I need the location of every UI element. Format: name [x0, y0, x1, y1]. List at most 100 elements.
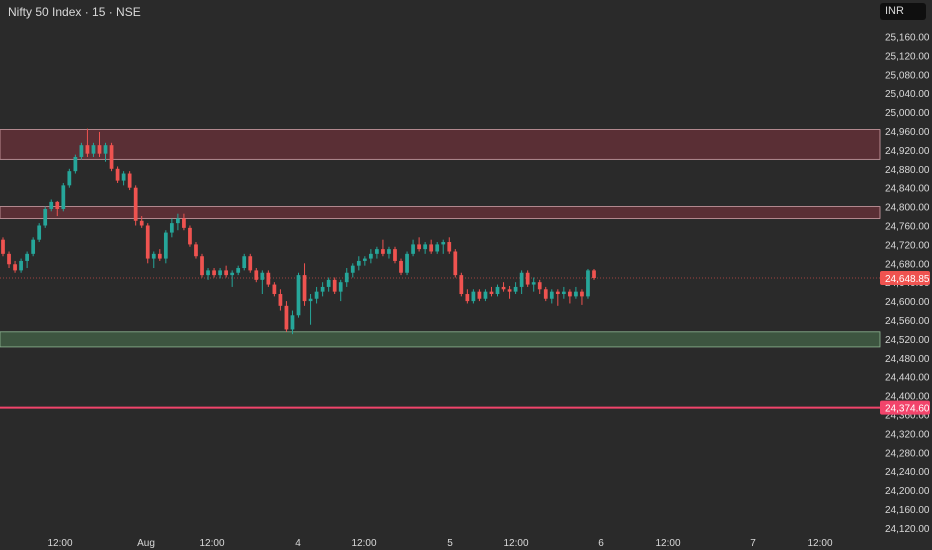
candle-body — [176, 218, 180, 224]
y-tick-label: 24,440.00 — [885, 373, 930, 384]
candle-body — [49, 201, 54, 209]
y-tick-label: 24,800.00 — [885, 203, 930, 214]
candle-body — [586, 270, 590, 297]
candle-body — [188, 227, 192, 245]
candle-body — [260, 272, 265, 280]
y-tick-label: 24,240.00 — [885, 467, 930, 478]
x-tick-label: 5 — [447, 538, 453, 549]
candle-body — [549, 291, 554, 299]
candle-body — [127, 173, 132, 188]
candle-body — [212, 270, 216, 276]
candle-body — [399, 260, 403, 273]
candle-body — [531, 282, 536, 285]
candle-body — [561, 291, 566, 295]
x-tick-label: 12:00 — [351, 538, 376, 549]
candle-body — [296, 275, 301, 316]
price-tag — [880, 271, 930, 286]
x-tick-label: 12:00 — [47, 538, 72, 549]
price-tag-label: 24,374.60 — [885, 404, 930, 415]
candle-body — [278, 294, 283, 306]
chart-title: Nifty 50 Index · 15 · NSE — [8, 5, 141, 19]
candle-body — [169, 223, 174, 233]
candle-body — [97, 145, 102, 154]
y-tick-label: 24,400.00 — [885, 392, 930, 403]
candle-body — [31, 239, 36, 254]
candle-body — [477, 291, 482, 299]
candle-body — [441, 242, 446, 245]
candle-body — [447, 242, 452, 252]
y-tick-label: 24,160.00 — [885, 505, 930, 516]
price-tag-label: 24,648.85 — [885, 274, 930, 285]
currency-button[interactable]: INR — [880, 3, 926, 20]
candle-body — [25, 253, 29, 261]
candle-body — [580, 291, 584, 297]
y-tick-label: 24,840.00 — [885, 184, 930, 195]
candle-body — [471, 291, 476, 302]
candle-body — [405, 253, 409, 273]
x-tick-label: 12:00 — [503, 538, 528, 549]
resistance-zone-0 — [0, 129, 881, 160]
candle-body — [555, 291, 560, 295]
y-tick-label: 25,000.00 — [885, 108, 930, 119]
candle-body — [194, 244, 198, 257]
candle-body — [459, 275, 464, 295]
y-tick-label: 24,200.00 — [885, 486, 930, 497]
candle-body — [368, 253, 373, 259]
y-tick-label: 24,120.00 — [885, 524, 930, 535]
candle-body — [519, 272, 524, 287]
candle-body — [429, 244, 434, 252]
y-tick-label: 24,480.00 — [885, 354, 930, 365]
candle-body — [242, 256, 247, 269]
candle-body — [537, 282, 542, 290]
candle-body — [411, 244, 415, 254]
y-tick-label: 24,360.00 — [885, 411, 930, 422]
candle-body — [109, 145, 114, 169]
candle-body — [151, 253, 156, 259]
x-tick-label: Aug — [137, 538, 155, 549]
candle-body — [236, 268, 241, 273]
y-tick-label: 24,920.00 — [885, 146, 930, 157]
candle-body — [254, 270, 259, 280]
candle-body — [320, 286, 325, 292]
y-tick-label: 24,320.00 — [885, 429, 930, 440]
candle-body — [182, 218, 186, 228]
candle-body — [314, 291, 319, 299]
candle-body — [525, 272, 530, 285]
y-tick-label: 24,280.00 — [885, 448, 930, 459]
price-tag — [880, 400, 930, 415]
candle-body — [133, 187, 138, 221]
x-tick-label: 7 — [750, 538, 756, 549]
y-tick-label: 24,600.00 — [885, 297, 930, 308]
candle-body — [495, 286, 500, 295]
candle-body — [19, 260, 23, 271]
candle-body — [393, 249, 397, 261]
candle-body — [121, 173, 126, 181]
candle-body — [218, 270, 222, 276]
candle-body — [574, 291, 578, 297]
support-zone-2 — [0, 331, 881, 348]
y-tick-label: 24,760.00 — [885, 222, 930, 233]
candle-body — [7, 253, 11, 265]
candle-body — [200, 256, 204, 276]
candle-body — [387, 249, 391, 254]
candle-body — [272, 284, 277, 295]
candle-body — [381, 249, 385, 254]
candle-body — [284, 305, 289, 330]
y-tick-label: 25,120.00 — [885, 51, 930, 62]
candle-body — [43, 208, 48, 226]
candle-body — [501, 286, 506, 290]
candle-body — [362, 258, 367, 261]
candle-body — [568, 291, 572, 297]
y-tick-label: 24,560.00 — [885, 316, 930, 327]
candle-body — [332, 279, 337, 292]
candle-body — [375, 249, 379, 254]
candle-body — [423, 244, 428, 250]
candle-body — [248, 256, 253, 271]
y-tick-label: 25,040.00 — [885, 89, 930, 100]
candle-body — [302, 275, 307, 302]
candle-body — [91, 145, 96, 154]
candle-body — [453, 251, 458, 276]
